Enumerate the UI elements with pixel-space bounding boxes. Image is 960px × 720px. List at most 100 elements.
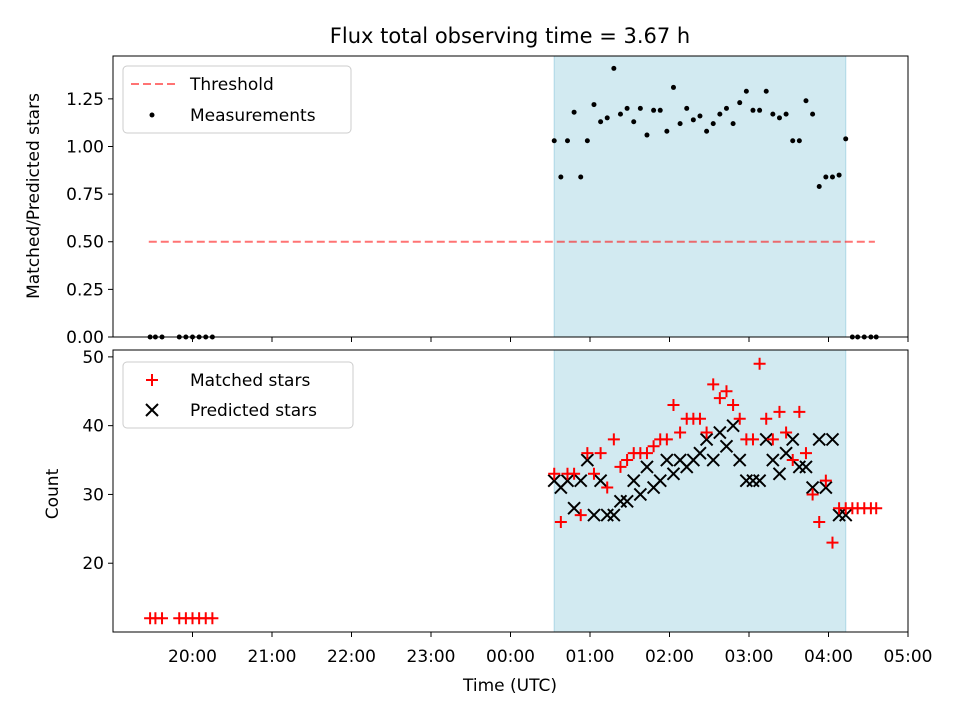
top-panel: 0.00 0.25 0.50 0.75 1.00 1.25 Matched/Predict… — [24, 55, 909, 348]
bottom-y-tick-label: 30 — [82, 485, 104, 505]
matched-star-marker — [707, 378, 720, 391]
matched-legend-swatch — [146, 374, 158, 386]
measurement-point — [617, 111, 623, 117]
predicted-star-marker — [772, 467, 787, 481]
matched-star-marker — [587, 467, 600, 480]
predicted-star-marker — [713, 425, 727, 440]
top-legend-box — [122, 65, 352, 134]
predicted-star-marker — [766, 453, 780, 467]
matched-star-marker — [870, 502, 883, 515]
top-y-tick-label: 1.25 — [66, 90, 104, 110]
measurement-point — [624, 105, 630, 111]
x-tick-label: 20:00 — [168, 647, 217, 667]
bottom-y-tick-label: 20 — [82, 554, 104, 574]
measurement-point — [836, 172, 842, 178]
predicted-star-marker — [627, 473, 641, 488]
matched-star-marker — [813, 515, 826, 528]
matched-star-marker — [674, 426, 687, 439]
top-y-tick-label: 0.75 — [66, 185, 104, 205]
bottom-highlight-span — [553, 349, 847, 633]
top-x-ticks — [192, 337, 909, 342]
measurement-point — [598, 119, 604, 125]
matched-star-marker — [746, 433, 759, 446]
matched-star-marker — [574, 509, 587, 522]
matched-star-marker — [206, 612, 219, 625]
measurement-point — [796, 138, 802, 144]
x-tick-label: 01:00 — [566, 647, 615, 667]
measurement-point — [763, 88, 769, 94]
bottom-panel: 20 30 40 50 20:00 21:00 22:00 23:00 00:00 01:00 0… — [43, 348, 933, 696]
predicted-star-marker — [660, 453, 674, 467]
measurement-point — [757, 107, 763, 113]
predicted-star-marker — [706, 453, 720, 467]
predicted-star-marker — [653, 473, 667, 488]
predicted-star-marker — [580, 453, 595, 467]
measurement-point — [697, 113, 703, 119]
x-axis-label: Time (UTC) — [462, 676, 557, 696]
measurement-point — [810, 111, 816, 117]
measurement-point — [704, 128, 710, 134]
measurement-point — [723, 105, 729, 111]
measurement-point — [743, 88, 749, 94]
bottom-y-tick-label: 50 — [82, 348, 104, 368]
measurement-point — [750, 107, 756, 113]
measurement-point — [651, 107, 657, 113]
top-y-ticks: 0.00 0.25 0.50 0.75 1.00 1.25 — [66, 90, 113, 348]
predicted-star-marker — [805, 480, 820, 495]
predicted-star-marker — [726, 418, 740, 433]
predicted-star-marker — [812, 432, 826, 447]
matched-star-marker — [568, 467, 581, 480]
legend-label-matched: Matched stars — [190, 371, 310, 391]
measurement-point — [803, 98, 809, 104]
bottom-x-ticks: 20:00 21:00 22:00 23:00 00:00 01:00 02:00 03:00… — [168, 632, 933, 667]
measurement-point — [737, 100, 743, 106]
measurement-point — [677, 121, 683, 127]
matched-star-marker — [793, 405, 806, 418]
matched-star-marker — [806, 488, 819, 501]
predicted-star-marker — [593, 473, 608, 488]
measurement-point — [790, 138, 796, 144]
top-y-axis-label: Matched/Predicted stars — [24, 93, 44, 299]
measurement-point — [823, 174, 829, 180]
legend-label-measurements: Measurements — [190, 106, 316, 126]
measurement-point — [730, 121, 736, 127]
predicted-star-marker — [759, 432, 773, 447]
predicted-star-marker — [752, 473, 767, 488]
measurement-point — [578, 174, 584, 180]
legend-label-predicted: Predicted stars — [190, 401, 317, 421]
matched-star-marker — [581, 447, 594, 460]
predicted-star-markers — [547, 418, 853, 522]
predicted-star-marker — [839, 508, 853, 522]
x-tick-label: 22:00 — [327, 647, 376, 667]
predicted-star-marker — [587, 508, 601, 522]
measurement-point — [664, 128, 670, 134]
predicted-star-marker — [560, 473, 575, 488]
measurement-point — [816, 183, 822, 189]
matched-star-marker — [601, 481, 614, 494]
bottom-y-tick-label: 40 — [82, 417, 104, 437]
bottom-y-axis-label: Count — [43, 468, 63, 519]
x-tick-label: 04:00 — [804, 647, 853, 667]
matched-star-marker — [760, 412, 773, 425]
measurement-point — [571, 109, 577, 115]
matched-star-marker — [753, 357, 766, 370]
matched-star-marker — [826, 536, 839, 549]
measurement-point — [637, 105, 643, 111]
measurement-points — [147, 65, 879, 340]
predicted-star-marker — [574, 473, 588, 488]
predicted-star-marker — [693, 446, 707, 460]
predicted-star-marker — [633, 487, 648, 502]
measurement-point — [584, 138, 590, 144]
predicted-star-marker — [733, 453, 747, 467]
measurement-point — [657, 107, 663, 113]
matched-star-marker — [621, 454, 634, 467]
predicted-star-marker — [567, 501, 581, 515]
measurement-point — [770, 111, 776, 117]
matched-star-marker — [660, 433, 673, 446]
matched-star-marker — [713, 392, 726, 405]
matched-star-marker — [819, 474, 832, 487]
matched-star-marker — [640, 447, 653, 460]
top-y-tick-label: 0.00 — [66, 328, 104, 348]
predicted-star-marker — [607, 508, 621, 522]
top-y-tick-label: 1.00 — [66, 137, 104, 157]
